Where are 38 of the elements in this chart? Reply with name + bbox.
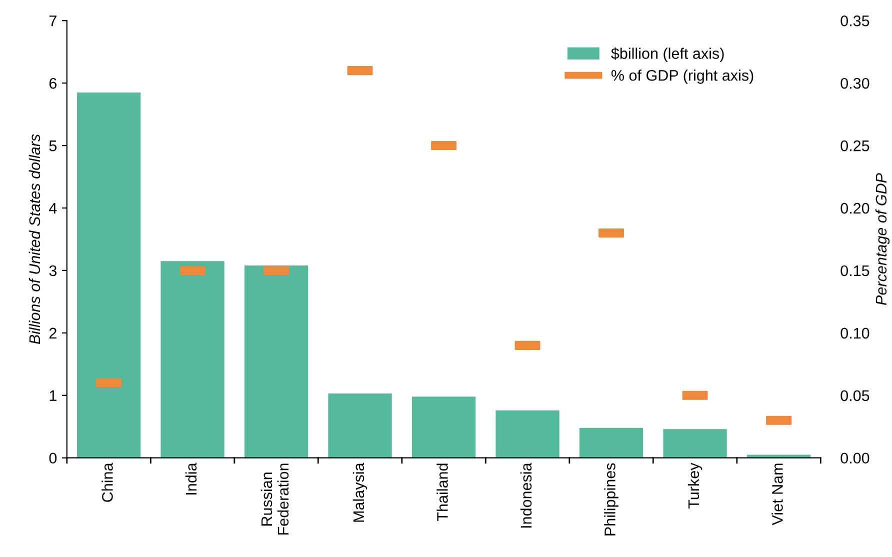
y-tick-label: 0	[49, 452, 57, 464]
bar	[663, 429, 727, 458]
y2-tick-label: 0.05	[840, 390, 870, 402]
x-tick-label: Malaysia	[352, 462, 368, 522]
y-tick-label: 1	[50, 390, 56, 401]
y-tick-label: 3	[49, 265, 57, 276]
x-tick-label: Thailand	[436, 464, 448, 521]
y2-tick-label: 0.15	[840, 265, 870, 276]
y2-tick-label: 0.10	[840, 328, 870, 339]
y-tick-label: 7	[49, 16, 56, 26]
bar	[746, 454, 811, 458]
y2-tick-label: 0.25	[840, 140, 870, 152]
bar	[328, 394, 392, 458]
y2-axis-title: Percentage of GDP	[875, 173, 890, 305]
bar	[76, 92, 141, 458]
x-tick-label: Indonesia	[520, 462, 532, 528]
legend-label: % of GDP (right axis)	[611, 70, 754, 84]
y-tick-label: 2	[49, 328, 56, 338]
y2-tick-label: 0.30	[840, 78, 870, 89]
y-tick-label: 5	[49, 140, 57, 152]
x-tick-label: China	[102, 462, 113, 502]
bar	[496, 410, 560, 458]
bar	[579, 428, 644, 458]
y-axis-title: Billions of United States dollars	[28, 134, 40, 344]
x-tick-label: India	[185, 462, 197, 494]
x-tick-label: Philippines	[604, 463, 618, 536]
x-tick-label: Turkey	[688, 462, 702, 508]
y-tick-label: 6	[49, 78, 57, 89]
legend-label: $billion (left axis)	[611, 47, 724, 62]
y2-tick-label: 0.20	[840, 202, 870, 214]
y2-tick-label: 0.00	[840, 452, 870, 464]
bar	[160, 261, 224, 458]
y-tick-label: 4	[49, 203, 57, 214]
x-tick-label: Viet Nam	[772, 464, 783, 526]
bar	[244, 265, 308, 458]
x-tick-label: Russian Federation	[260, 464, 289, 534]
y2-tick-label: 0.35	[840, 15, 870, 26]
bar	[412, 396, 476, 458]
